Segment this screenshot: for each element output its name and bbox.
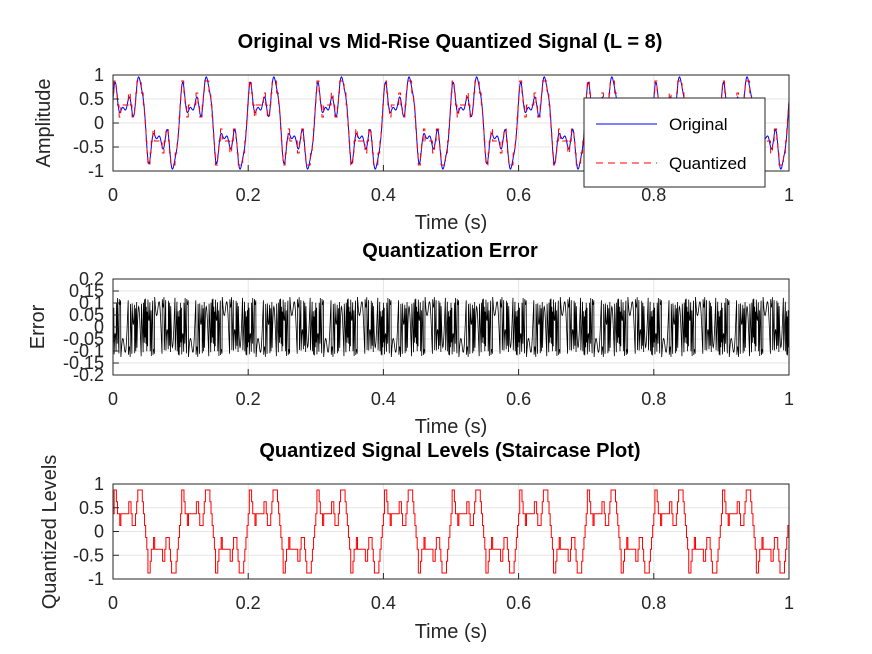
y-tick-label: 0.15	[69, 281, 104, 301]
subplot1-ylabel: Amplitude	[33, 79, 55, 168]
x-tick-label: 0.6	[506, 185, 531, 205]
x-tick-label: 1	[784, 185, 794, 205]
x-tick-label: 1	[784, 389, 794, 409]
series-quantized-line	[112, 80, 789, 166]
y-tick-label: 1	[94, 65, 104, 85]
subplot1-xlabel: Time (s)	[415, 212, 488, 234]
y-tick-label: 0	[94, 317, 104, 337]
x-tick-label: 0.4	[371, 389, 396, 409]
x-tick-label: 0.8	[641, 185, 666, 205]
subplot2-xticks: 0 0.2 0.4 0.6 0.8 1	[108, 369, 794, 409]
subplot3-xlabel: Time (s)	[415, 621, 488, 643]
subplot-staircase: Quantized Signal Levels (Staircase Plot)…	[39, 440, 794, 643]
legend-box	[583, 97, 766, 188]
x-tick-label: 0.2	[236, 185, 261, 205]
x-tick-label: 0.2	[236, 389, 261, 409]
x-tick-label: 0.4	[371, 185, 396, 205]
legend-original-label: Original	[669, 115, 728, 134]
x-tick-label: 0.6	[506, 593, 531, 613]
y-tick-label: -0.15	[63, 353, 104, 373]
subplot3-plot	[113, 489, 790, 574]
y-tick-label: -1	[88, 161, 104, 181]
series-staircase-line	[113, 489, 790, 574]
y-tick-label: 0.2	[79, 269, 104, 289]
subplot3-xticks: 0 0.2 0.4 0.6 0.8 1	[108, 573, 794, 613]
y-tick-label: 0.1	[79, 293, 104, 313]
subplot1-yticks: -1 -0.5 0 0.5 1	[73, 65, 119, 181]
subplot-original-vs-quantized: Original vs Mid-Rise Quantized Signal (L…	[33, 31, 794, 234]
subplot3-yticks: -1 -0.5 0 0.5 1	[73, 474, 119, 589]
subplot2-ylabel: Error	[27, 304, 49, 349]
y-tick-label: -0.5	[73, 545, 104, 565]
x-tick-label: 0.8	[641, 593, 666, 613]
y-tick-label: 0.5	[79, 498, 104, 518]
subplot2-plot	[112, 297, 790, 357]
y-tick-label: -0.2	[73, 365, 104, 385]
y-tick-label: 1	[94, 474, 104, 494]
y-tick-label: -0.5	[73, 137, 104, 157]
x-tick-label: 0.8	[641, 389, 666, 409]
y-tick-label: 0.5	[79, 89, 104, 109]
legend-quantized-label: Quantized	[669, 154, 747, 173]
y-tick-label: 0	[94, 113, 104, 133]
y-tick-label: -0.05	[63, 329, 104, 349]
subplot2-xlabel: Time (s)	[415, 416, 488, 438]
x-tick-label: 0.4	[371, 593, 396, 613]
y-tick-label: -0.1	[73, 341, 104, 361]
series-error-line	[112, 297, 790, 357]
subplot2-title: Quantization Error	[362, 240, 538, 262]
legend: Original Quantized	[583, 97, 766, 188]
x-tick-label: 1	[784, 593, 794, 613]
x-tick-label: 0	[108, 389, 118, 409]
subplot-quantization-error: Quantization Error 0 0.2 0.4 0.6 0.8 1 -0.2-0…	[27, 240, 794, 438]
subplot3-title: Quantized Signal Levels (Staircase Plot)	[259, 440, 640, 462]
subplot1-title: Original vs Mid-Rise Quantized Signal (L…	[238, 31, 663, 53]
x-tick-label: 0.6	[506, 389, 531, 409]
subplot1-xticks: 0 0.2 0.4 0.6 0.8 1	[108, 165, 794, 205]
x-tick-label: 0	[108, 593, 118, 613]
y-tick-label: 0	[94, 522, 104, 542]
y-tick-label: 0.05	[69, 305, 104, 325]
y-tick-label: -1	[88, 569, 104, 589]
subplot3-ylabel: Quantized Levels	[39, 455, 61, 610]
x-tick-label: 0.2	[236, 593, 261, 613]
x-tick-label: 0	[108, 185, 118, 205]
